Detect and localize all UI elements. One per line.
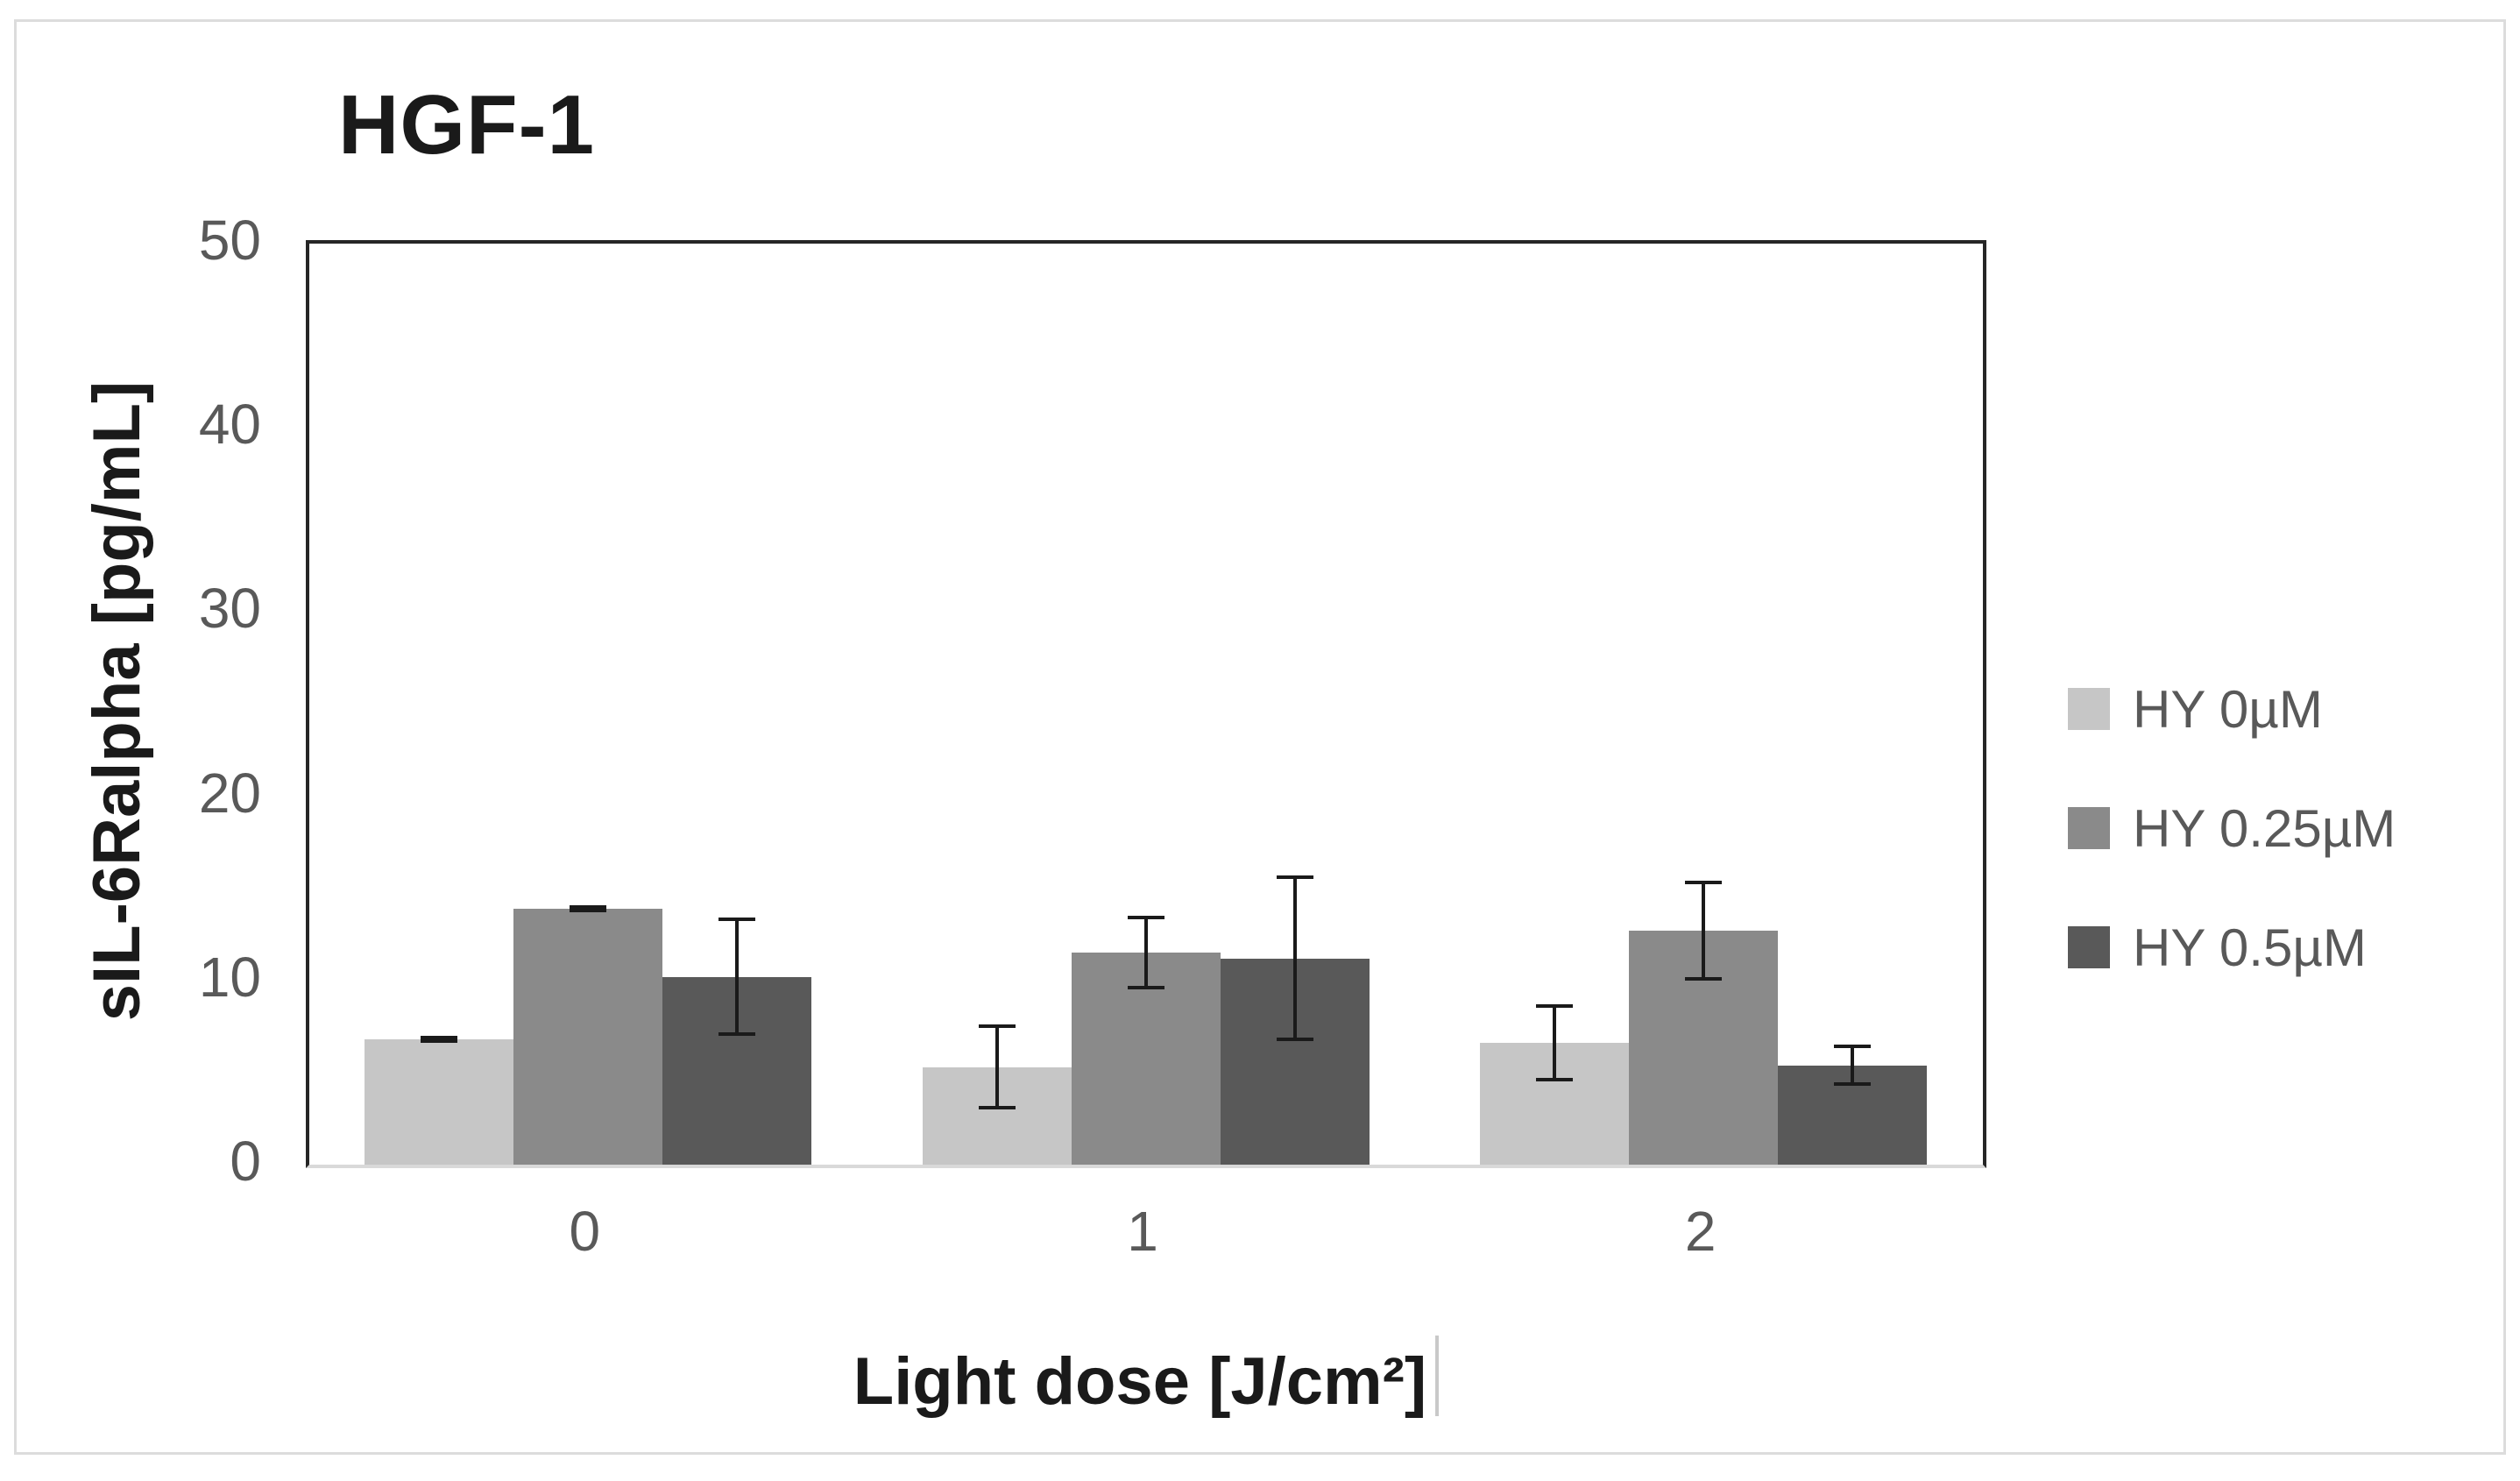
- error-bar-cap: [1536, 1078, 1574, 1082]
- y-tick-label: 50: [198, 209, 261, 272]
- x-category-label: 0: [569, 1200, 601, 1263]
- error-bar-cap: [1685, 976, 1723, 981]
- error-bar-cap: [978, 1024, 1016, 1029]
- y-axis-title: sIL-6Ralpha [pg/mL]: [80, 380, 154, 1022]
- error-bar-line: [1702, 881, 1706, 981]
- error-bar-line: [586, 904, 590, 913]
- bar-group: [1425, 244, 1983, 1165]
- x-category-label: 2: [1684, 1200, 1717, 1263]
- error-bar: [1685, 881, 1723, 981]
- error-bar-cap: [421, 1039, 457, 1044]
- bar-group: [867, 244, 1426, 1165]
- legend-item: HY 0µM: [2068, 677, 2396, 741]
- error-bar-cap: [1276, 875, 1313, 879]
- error-bar: [1276, 875, 1313, 1042]
- chart-title: HGF-1: [338, 78, 595, 172]
- error-bar-line: [437, 1035, 441, 1044]
- error-bar-cap: [1536, 1004, 1574, 1009]
- x-axis-title-text: Light dose [J/cm²]: [853, 1344, 1427, 1419]
- error-bar-cap: [718, 918, 755, 922]
- error-bar-line: [735, 918, 739, 1036]
- y-tick-label: 20: [198, 761, 261, 825]
- error-bar-cap: [1127, 986, 1164, 990]
- error-bar-cap: [1127, 916, 1164, 920]
- error-bar-line: [1553, 1004, 1557, 1082]
- error-bar-cap: [718, 1031, 755, 1036]
- legend-swatch: [2068, 807, 2110, 849]
- error-bar-line: [1851, 1045, 1855, 1086]
- y-tick-label: 40: [198, 393, 261, 457]
- legend-label: HY 0.25µM: [2133, 798, 2396, 858]
- error-bar-cap: [570, 909, 606, 913]
- y-tick-label: 30: [198, 577, 261, 641]
- legend-swatch: [2068, 688, 2110, 730]
- error-bar-cap: [421, 1035, 457, 1039]
- error-bar: [1536, 1004, 1574, 1082]
- error-bar: [718, 918, 755, 1036]
- y-tick-label: 10: [198, 945, 261, 1009]
- bar-group: [309, 244, 867, 1165]
- plot-area: [306, 240, 1986, 1168]
- error-bar: [1127, 916, 1164, 990]
- y-tick-label: 0: [230, 1130, 261, 1193]
- error-bar-cap: [570, 904, 606, 909]
- legend-item: HY 0.5µM: [2068, 915, 2396, 980]
- error-bar-cap: [1834, 1045, 1872, 1049]
- legend-item: HY 0.25µM: [2068, 796, 2396, 861]
- error-bar-cap: [1685, 881, 1723, 885]
- error-bar: [1834, 1045, 1872, 1086]
- text-cursor: [1435, 1336, 1440, 1416]
- error-bar-line: [1292, 875, 1297, 1042]
- error-bar-line: [995, 1024, 999, 1109]
- x-category-label: 1: [1127, 1200, 1158, 1263]
- legend-label: HY 0.5µM: [2133, 918, 2367, 977]
- x-axis-title: Light dose [J/cm²]: [306, 1336, 1986, 1420]
- legend-label: HY 0µM: [2133, 679, 2323, 739]
- error-bar: [570, 904, 606, 913]
- error-bar-cap: [1834, 1081, 1872, 1086]
- bar: [513, 908, 662, 1165]
- error-bar: [978, 1024, 1016, 1109]
- error-bar-cap: [1276, 1038, 1313, 1042]
- legend: HY 0µM HY 0.25µM HY 0.5µM: [2068, 677, 2396, 980]
- legend-swatch: [2068, 926, 2110, 968]
- error-bar-line: [1143, 916, 1148, 990]
- bar: [365, 1039, 513, 1165]
- figure-border: [14, 19, 2506, 1455]
- error-bar: [421, 1035, 457, 1044]
- error-bar-cap: [978, 1105, 1016, 1109]
